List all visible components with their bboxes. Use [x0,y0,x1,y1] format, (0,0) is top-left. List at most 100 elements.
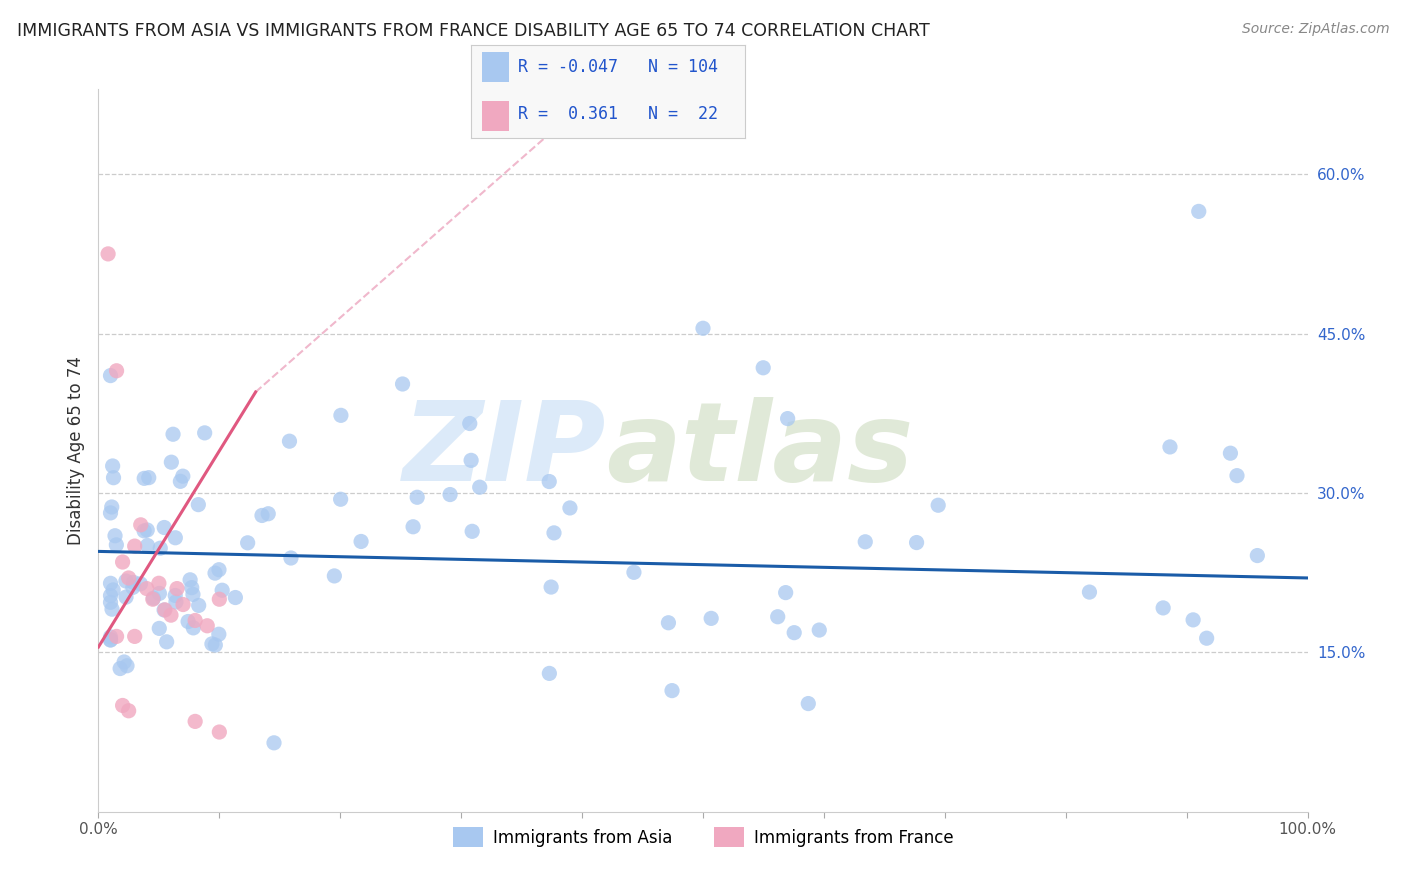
Point [329,409,352,423]
Point [700,611,723,625]
Point [766,609,789,624]
Point [558,500,581,515]
Point [195,619,218,633]
Point [111,698,134,713]
Point [122,575,145,590]
Point [100,630,122,644]
Point [280,551,302,566]
Point [540,580,562,594]
Point [153,520,176,534]
Point [775,585,797,599]
Point [391,376,413,391]
Point [329,492,352,507]
Point [108,661,131,675]
Point [172,469,194,483]
Point [100,595,122,609]
Point [184,714,207,729]
Point [138,470,160,484]
Point [118,704,141,718]
Point [263,736,285,750]
Text: IMMIGRANTS FROM ASIA VS IMMIGRANTS FROM FRANCE DISABILITY AGE 65 TO 74 CORRELATI: IMMIGRANTS FROM ASIA VS IMMIGRANTS FROM … [17,22,929,40]
Point [162,427,184,442]
Point [129,517,152,532]
Point [180,581,202,595]
Point [105,538,128,552]
Point [1152,601,1174,615]
Point [101,582,124,597]
Y-axis label: Disability Age 65 to 74: Disability Age 65 to 74 [66,356,84,545]
Point [105,364,128,378]
Point [927,498,949,512]
Point [142,591,165,606]
Text: atlas: atlas [606,397,914,504]
Point [165,595,187,609]
Point [105,629,128,643]
Point [115,574,138,588]
Point [104,529,127,543]
Point [208,592,231,607]
Point [208,563,231,577]
Point [100,506,122,520]
Point [156,635,179,649]
Point [1195,631,1218,645]
Point [278,434,301,449]
Point [172,598,194,612]
Point [183,621,205,635]
Point [250,508,273,523]
Point [623,566,645,580]
Point [905,535,928,549]
Point [187,599,209,613]
Point [402,520,425,534]
Point [100,633,122,648]
Point [458,417,481,431]
Point [111,555,134,569]
Point [439,487,461,501]
Point [115,590,138,604]
Point [1226,468,1249,483]
Point [148,586,170,600]
Point [208,627,231,641]
Point [129,577,152,591]
Point [179,573,201,587]
Point [124,629,146,643]
Point [100,368,122,383]
Point [783,625,806,640]
Point [103,471,125,485]
Text: R = -0.047   N = 104: R = -0.047 N = 104 [517,58,717,76]
Point [136,539,159,553]
Point [160,455,183,469]
Point [204,638,226,652]
Point [468,480,491,494]
Point [657,615,679,630]
Point [100,500,122,514]
Legend: Immigrants from Asia, Immigrants from France: Immigrants from Asia, Immigrants from Fr… [446,821,960,854]
Point [538,475,561,489]
Point [169,475,191,489]
Point [135,582,157,596]
Text: Source: ZipAtlas.com: Source: ZipAtlas.com [1241,22,1389,37]
Point [236,536,259,550]
Point [112,655,135,669]
Point [97,247,120,261]
Point [661,683,683,698]
Point [100,632,122,647]
Point [121,581,143,595]
Point [204,566,226,581]
Point [134,471,156,485]
Point [165,531,187,545]
Point [100,589,122,603]
Point [211,583,233,598]
Point [543,525,565,540]
Point [118,571,141,585]
Point [124,539,146,553]
Point [224,591,246,605]
Point [1246,549,1268,563]
Point [149,541,172,556]
Point [166,582,188,596]
Point [461,524,484,539]
Point [692,321,714,335]
Text: ZIP: ZIP [402,397,606,504]
Point [1182,613,1205,627]
Point [201,637,224,651]
Point [538,666,561,681]
